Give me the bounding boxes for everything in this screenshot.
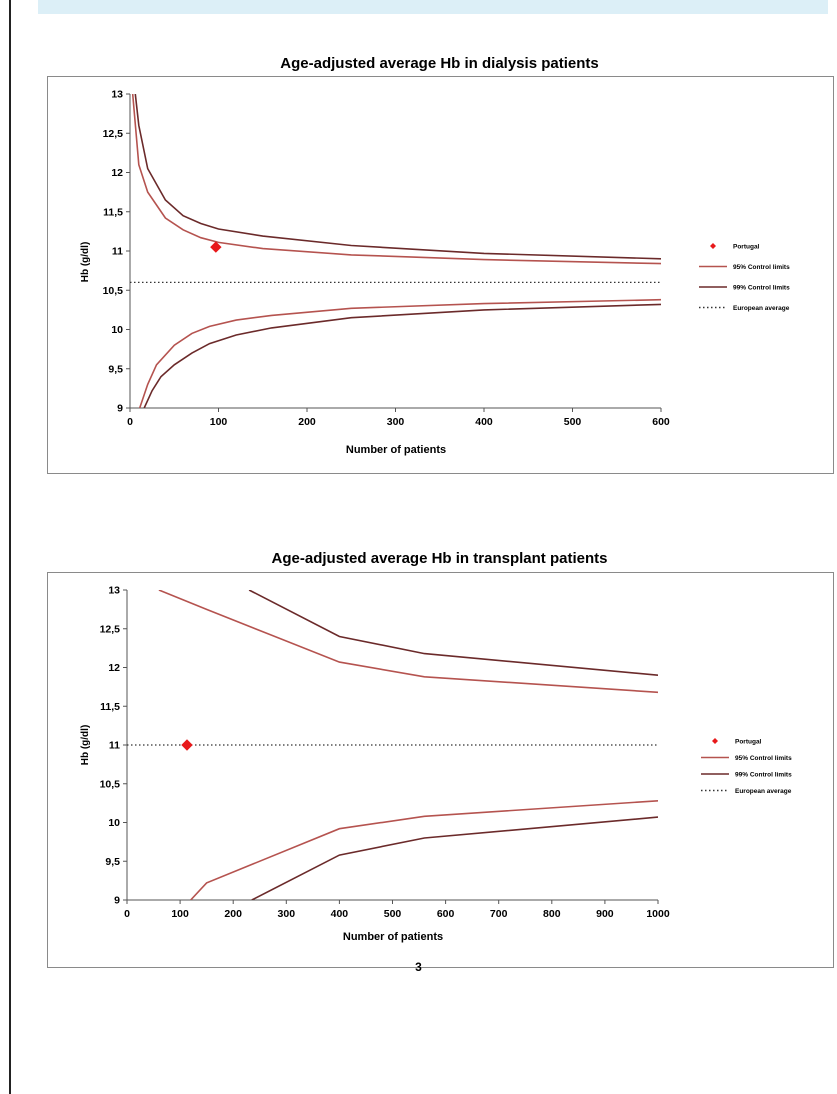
plot-area: 9 9,5 10 10,5 11 11,5 12 12,5 13 0 100 200 300 400 500…: [103, 89, 670, 429]
x-tick-label: 0: [124, 908, 130, 920]
y-tick-label: 13: [108, 585, 120, 597]
y-tick-label: 10,5: [100, 778, 121, 790]
chart-dialysis: 9 9,5 10 10,5 11 11,5 12 12,5 13 0 100 200 300 400 500…: [47, 76, 834, 474]
plot-area: 9 9,5 10 10,5 11 11,5 12 12,5 13 0 100 200 300 400 500…: [100, 585, 670, 921]
y-tick-label: 12: [111, 167, 123, 179]
control-limit-95-line: [131, 94, 661, 265]
control-limit-95-line: [138, 298, 661, 408]
page-left-rule: [9, 0, 11, 1094]
legend-label: Portugal: [733, 244, 760, 251]
y-tick-label: 9: [117, 403, 123, 415]
chart-legend: Portugal 95% Control limits 99% Control li…: [701, 738, 792, 795]
y-tick-label: 9,5: [108, 363, 123, 375]
x-tick-label: 400: [331, 908, 349, 920]
control-limit-95-line: [190, 800, 658, 900]
y-tick-label: 12: [108, 662, 120, 674]
chart-legend: Portugal 95% Control limits 99% Control li…: [699, 243, 790, 312]
control-limit-99-line: [143, 303, 661, 408]
x-axis-label: Number of patients: [346, 444, 446, 456]
portugal-marker: [181, 739, 193, 751]
x-tick-label: 600: [652, 416, 670, 428]
page-number: 3: [415, 960, 422, 974]
x-tick-label: 0: [127, 416, 133, 428]
y-tick-label: 9: [114, 895, 120, 907]
x-tick-label: 100: [210, 416, 228, 428]
x-tick-label: 300: [278, 908, 296, 920]
legend-label: 99% Control limits: [735, 772, 792, 779]
control-limit-95-line: [158, 590, 658, 694]
legend-swatch-portugal: [712, 738, 718, 744]
x-tick-label: 1000: [646, 908, 670, 920]
y-tick-label: 11,5: [100, 701, 120, 713]
x-tick-label: 700: [490, 908, 508, 920]
y-tick-label: 12,5: [103, 128, 124, 140]
portugal-marker: [210, 241, 222, 253]
x-tick-label: 500: [384, 908, 402, 920]
y-tick-label: 9,5: [105, 856, 120, 868]
y-tick-label: 13: [111, 89, 123, 101]
x-tick-label: 200: [224, 908, 242, 920]
y-axis-label: Hb (g/dl): [80, 725, 91, 766]
y-tick-label: 12,5: [100, 623, 121, 635]
legend-label: 99% Control limits: [733, 285, 790, 292]
chart-transplant-svg: 9 9,5 10 10,5 11 11,5 12 12,5 13 0 100 200 300 400 500…: [80, 585, 792, 944]
legend-label: European average: [735, 788, 792, 795]
chart-dialysis-svg: 9 9,5 10 10,5 11 11,5 12 12,5 13 0 100 200 300 400 500…: [80, 89, 790, 457]
chart-transplant: 9 9,5 10 10,5 11 11,5 12 12,5 13 0 100 200 300 400 500…: [47, 572, 834, 968]
legend-label: Portugal: [735, 739, 762, 746]
legend-label: European average: [733, 305, 790, 312]
legend-swatch-portugal: [710, 243, 716, 249]
x-tick-label: 100: [171, 908, 189, 920]
y-tick-label: 11,5: [103, 206, 123, 218]
x-tick-label: 500: [564, 416, 582, 428]
control-limit-99-line: [251, 816, 658, 900]
page-header-band: [38, 0, 828, 14]
x-tick-label: 300: [387, 416, 405, 428]
chart-title-dialysis: Age-adjusted average Hb in dialysis pati…: [280, 55, 599, 72]
x-tick-label: 400: [475, 416, 493, 428]
y-tick-label: 11: [109, 740, 120, 752]
chart-title-transplant: Age-adjusted average Hb in transplant pa…: [271, 550, 608, 567]
x-tick-label: 200: [298, 416, 316, 428]
y-tick-label: 10,5: [103, 285, 124, 297]
control-limit-99-line: [248, 590, 658, 676]
legend-label: 95% Control limits: [735, 755, 792, 762]
x-tick-label: 900: [596, 908, 614, 920]
y-tick-label: 10: [111, 324, 123, 336]
legend-label: 95% Control limits: [733, 264, 790, 271]
x-tick-label: 800: [543, 908, 561, 920]
x-tick-label: 600: [437, 908, 455, 920]
x-axis-label: Number of patients: [343, 931, 443, 943]
control-limit-99-line: [134, 94, 661, 260]
y-axis-label: Hb (g/dl): [80, 242, 91, 283]
y-tick-label: 11: [112, 246, 123, 258]
y-tick-label: 10: [108, 817, 120, 829]
